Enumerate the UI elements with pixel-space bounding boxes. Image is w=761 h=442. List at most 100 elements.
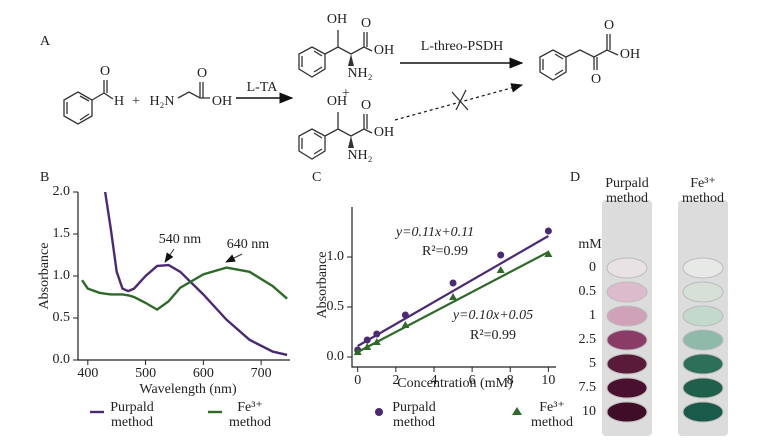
fit-line (357, 251, 549, 353)
annotation-arrow (164, 248, 175, 263)
atom-label: O (591, 72, 601, 87)
row-label: 2.5 (579, 332, 597, 347)
panel-label: B (40, 170, 49, 185)
y-tick-label: 0.0 (327, 349, 345, 364)
fit-line (357, 235, 549, 347)
row-label: 5 (589, 356, 596, 371)
fit-equation: y=0.11x+0.11 (394, 225, 474, 240)
x-tick-label: 500 (135, 366, 156, 381)
atom-label: OH (620, 47, 640, 62)
legend-label: Fe³⁺ method (229, 400, 271, 430)
data-point (363, 336, 371, 344)
well (682, 281, 724, 303)
y-tick-label: 1.0 (327, 249, 345, 264)
row-label: 0.5 (579, 284, 597, 299)
fit-r2: R²=0.99 (470, 328, 516, 343)
atom-label: O (197, 66, 207, 81)
x-tick-label: 600 (193, 366, 214, 381)
row-label: 1 (589, 308, 596, 323)
fit-equation: y=0.10x+0.05 (451, 308, 533, 323)
data-point (363, 343, 372, 350)
atom-label: NH₂ (347, 148, 372, 163)
well (682, 257, 724, 279)
data-point (449, 293, 458, 300)
row-label: 7.5 (579, 380, 597, 395)
data-point (353, 348, 362, 355)
annotation-arrow (225, 253, 243, 263)
y-tick-label: 1.0 (53, 268, 71, 283)
atom-label: O (361, 16, 371, 31)
well (682, 329, 724, 351)
atom-label: O (100, 64, 110, 79)
well (606, 353, 648, 375)
data-point (372, 338, 381, 345)
well (606, 305, 648, 327)
atom-label: NH₂ (347, 66, 372, 81)
x-axis-title: Wavelength (nm) (139, 382, 237, 397)
atom-label: O (361, 98, 371, 113)
atom-label: H₂N (149, 94, 174, 109)
data-point (496, 266, 505, 273)
well (606, 401, 648, 423)
atom-label: O (604, 18, 614, 33)
well (606, 281, 648, 303)
data-point (401, 321, 410, 328)
x-tick-label: 2 (392, 373, 399, 388)
plus-sign: + (132, 94, 140, 109)
data-point (497, 251, 505, 259)
atom-label: OH (327, 12, 347, 27)
well (682, 353, 724, 375)
column-label: Purpald method (605, 176, 649, 206)
panel-label: A (40, 34, 51, 49)
x-tick-label: 400 (77, 366, 98, 381)
atom-label: OH (374, 125, 394, 140)
x-tick-label: 4 (430, 373, 437, 388)
panel-label: D (570, 170, 580, 185)
axis (351, 207, 556, 368)
y-axis-title: Absorbance (37, 243, 52, 310)
data-point (544, 227, 552, 235)
fit-r2: R²=0.99 (422, 244, 468, 259)
series-line (103, 191, 288, 357)
column-label: Fe³⁺ method (682, 176, 724, 206)
legend-label: Purpald method (392, 400, 436, 430)
atom-label: OH (374, 43, 394, 58)
atom-label: OH (212, 94, 232, 109)
annotation: 540 nm (159, 232, 202, 247)
row-label: 10 (582, 404, 596, 419)
x-tick-label: 6 (469, 373, 476, 388)
y-tick-label: 0.5 (327, 299, 345, 314)
enzyme-label: L-threo-PSDH (421, 39, 503, 54)
legend-label: Fe³⁺ method (531, 400, 573, 430)
panel-label: C (312, 170, 321, 185)
y-tick-label: 0.0 (53, 352, 71, 367)
data-point (401, 311, 409, 319)
well (682, 377, 724, 399)
well (606, 377, 648, 399)
x-tick-label: 700 (251, 366, 272, 381)
enzyme-label: L-TA (247, 80, 279, 95)
data-point (544, 250, 553, 257)
legend-label: Purpald method (110, 400, 154, 430)
data-point (449, 279, 457, 287)
x-axis-title: Concentration (mM) (397, 376, 513, 391)
series-line (81, 266, 288, 312)
y-tick-label: 0.5 (53, 310, 71, 325)
data-point (373, 330, 381, 338)
row-label: 0 (589, 260, 596, 275)
well (682, 401, 724, 423)
legend-swatch (512, 407, 522, 415)
unit-label: mM (578, 237, 602, 252)
y-tick-label: 2.0 (53, 184, 71, 199)
well (682, 305, 724, 327)
y-axis-title: Absorbance (315, 252, 330, 319)
y-tick-label: 1.5 (53, 226, 71, 241)
annotation: 640 nm (227, 237, 270, 252)
legend-swatch (375, 408, 383, 416)
reaction-scheme (63, 30, 619, 160)
atom-label: H (114, 94, 124, 109)
well (606, 257, 648, 279)
well (606, 329, 648, 351)
